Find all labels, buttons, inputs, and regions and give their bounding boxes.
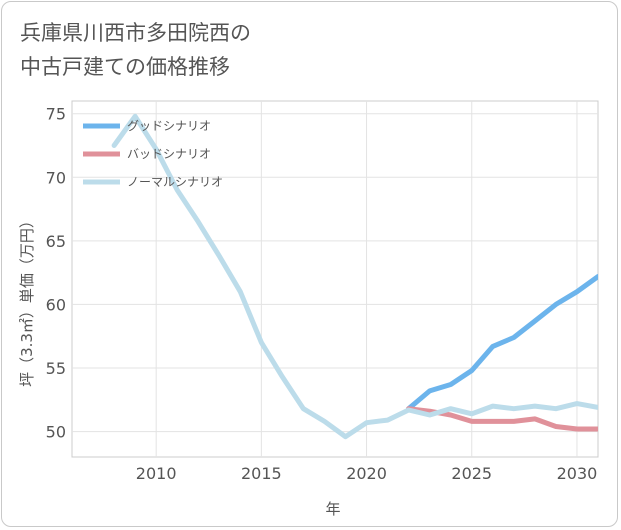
x-tick-label: 2015 <box>241 464 282 483</box>
y-axis-title: 坪（3.3㎡）単価（万円） <box>18 213 36 387</box>
y-tick-label: 60 <box>46 295 66 314</box>
x-tick-label: 2020 <box>346 464 387 483</box>
y-tick-label: 55 <box>46 359 66 378</box>
y-tick-label: 70 <box>46 168 66 187</box>
title-line-2: 中古戸建ての価格推移 <box>20 55 230 79</box>
chart-title: 兵庫県川西市多田院西の 中古戸建ての価格推移 <box>20 16 251 84</box>
y-tick-label: 50 <box>46 423 66 442</box>
series-line-0 <box>406 274 598 412</box>
legend-label: グッドシナリオ <box>127 119 211 133</box>
y-tick-label: 75 <box>46 105 66 124</box>
series-line-2 <box>111 113 598 440</box>
title-line-1: 兵庫県川西市多田院西の <box>20 21 251 45</box>
series-lines <box>111 113 598 440</box>
legend-label: バッドシナリオ <box>127 147 211 161</box>
legend-label: ノーマルシナリオ <box>127 175 223 189</box>
x-axis-title: 年 <box>325 500 340 518</box>
y-tick-label: 65 <box>46 232 66 251</box>
x-tick-label: 2025 <box>451 464 492 483</box>
x-tick-label: 2030 <box>557 464 598 483</box>
x-tick-label: 2010 <box>136 464 177 483</box>
y-axis-ticks: 50 55 60 65 70 75 <box>46 105 66 442</box>
x-axis-ticks: 2010 2015 2020 2025 2030 <box>136 464 598 483</box>
grid-lines <box>72 101 598 457</box>
